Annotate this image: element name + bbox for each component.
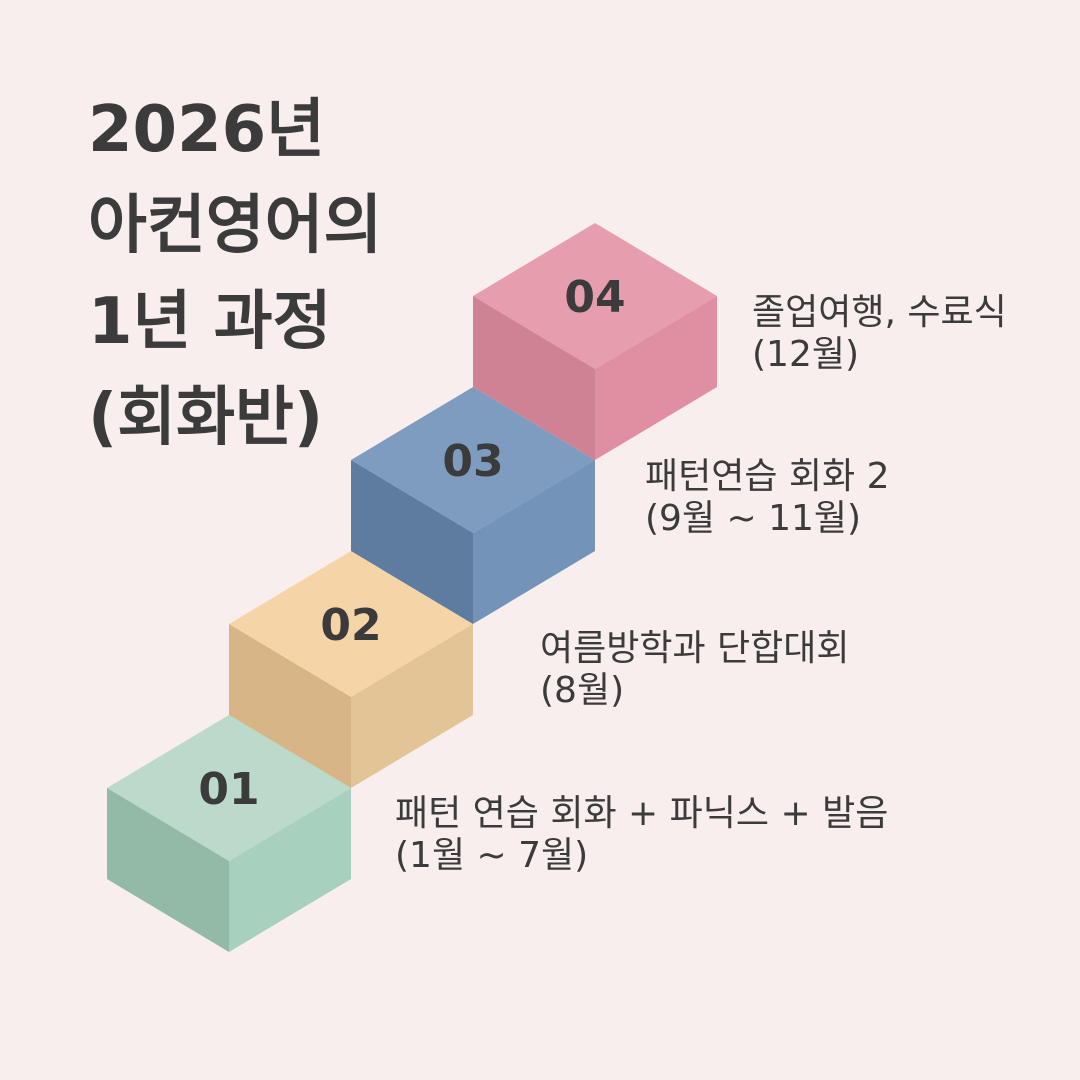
step-number: 01 [198, 764, 259, 815]
step-3-period: (9월 ~ 11월) [645, 498, 862, 539]
step-4-period: (12월) [752, 334, 860, 375]
title-line: 2026년 [88, 93, 326, 167]
step-2-period: (8월) [540, 670, 625, 711]
cube-step-4: 04 [473, 223, 717, 460]
cube-left-face [351, 460, 473, 624]
page-title: 2026년 아컨영어의 1년 과정 (회화반) [88, 82, 382, 466]
step-number: 04 [564, 272, 625, 323]
cube-right-face [351, 624, 473, 788]
cube-right-face [229, 788, 351, 952]
step-number: 03 [442, 436, 503, 487]
cube-left-face [229, 624, 351, 788]
step-2-title: 여름방학과 단합대회 [540, 628, 850, 669]
step-3-title: 패턴연습 회화 2 [645, 456, 890, 497]
step-1-title: 패턴 연습 회화 + 파닉스 + 발음 [395, 793, 889, 834]
cube-left-face [107, 788, 229, 952]
title-line: 아컨영어의 [88, 189, 383, 263]
cube-left-face [473, 296, 595, 460]
step-1-period: (1월 ~ 7월) [395, 835, 589, 876]
cube-right-face [473, 460, 595, 624]
title-line: 1년 과정 [88, 285, 332, 359]
step-1-label: 패턴 연습 회화 + 파닉스 + 발음 (1월 ~ 7월) [395, 793, 888, 877]
step-2-label: 여름방학과 단합대회 (8월) [540, 628, 850, 712]
title-line: (회화반) [88, 381, 324, 455]
step-4-label: 졸업여행, 수료식 (12월) [752, 292, 1007, 376]
step-number: 02 [320, 600, 381, 651]
step-4-title: 졸업여행, 수료식 [752, 292, 1007, 333]
cube-right-face [595, 296, 717, 460]
step-3-label: 패턴연습 회화 2 (9월 ~ 11월) [645, 456, 890, 540]
